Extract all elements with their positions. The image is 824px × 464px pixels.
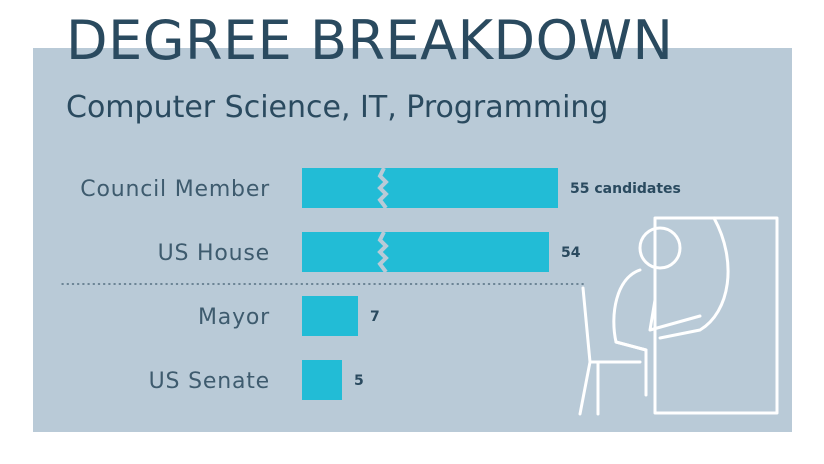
bar <box>302 232 549 272</box>
bar <box>302 168 558 208</box>
chart-title: DEGREE BREAKDOWN <box>66 9 674 72</box>
bar <box>302 360 342 400</box>
category-label: US Senate <box>149 369 270 394</box>
value-label: 55 candidates <box>570 181 681 197</box>
value-label: 7 <box>370 309 380 325</box>
bar-break-mark <box>377 231 389 274</box>
bar <box>302 296 358 336</box>
person-at-computer-icon <box>578 216 779 416</box>
bar-break-mark <box>377 167 389 210</box>
value-label: 54 <box>561 245 581 261</box>
category-label: Mayor <box>198 305 270 330</box>
chart-subtitle: Computer Science, IT, Programming <box>66 90 609 125</box>
value-label: 5 <box>354 373 364 389</box>
category-label: US House <box>158 241 270 266</box>
category-label: Council Member <box>80 177 270 202</box>
